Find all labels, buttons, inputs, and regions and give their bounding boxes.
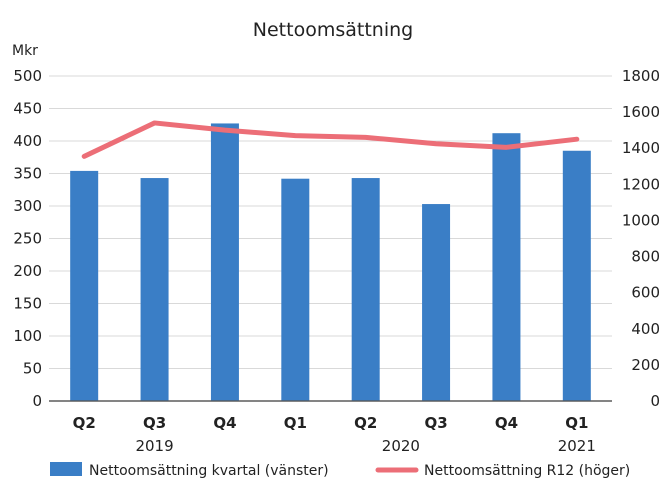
- right-tick-label: 1600: [622, 103, 660, 121]
- year-label: 2020: [382, 437, 420, 455]
- bar: [492, 133, 521, 401]
- left-tick-label: 50: [23, 360, 42, 378]
- left-axis-ticks: 0 50 100 150 200 250 300 350 400 450 500: [13, 67, 42, 410]
- left-tick-label: 0: [32, 392, 42, 410]
- right-tick-label: 1800: [622, 67, 660, 85]
- legend-bar-swatch: [50, 462, 82, 476]
- category-label: Q2: [73, 414, 96, 432]
- category-label: Q4: [495, 414, 518, 432]
- bar: [422, 204, 451, 401]
- category-label: Q1: [284, 414, 307, 432]
- bar: [70, 170, 99, 401]
- bar-series: [49, 123, 612, 402]
- left-tick-label: 300: [13, 197, 42, 215]
- category-label: Q3: [424, 414, 447, 432]
- bar: [281, 178, 310, 401]
- left-tick-label: 400: [13, 132, 42, 150]
- bar: [351, 178, 380, 401]
- right-tick-label: 200: [631, 356, 660, 374]
- gridlines: [49, 75, 612, 402]
- year-label: 2021: [558, 437, 596, 455]
- left-tick-label: 450: [13, 100, 42, 118]
- bar: [562, 150, 591, 401]
- r12-line: [81, 120, 580, 159]
- line-series: [81, 120, 580, 159]
- legend: Nettoomsättning kvartal (vänster) Nettoom…: [50, 462, 630, 478]
- chart-title: Nettoomsättning: [253, 19, 413, 41]
- right-tick-label: 0: [650, 392, 660, 410]
- left-tick-label: 100: [13, 327, 42, 345]
- category-label: Q4: [213, 414, 236, 432]
- right-tick-label: 800: [631, 248, 660, 266]
- left-tick-label: 350: [13, 165, 42, 183]
- category-label: Q2: [354, 414, 377, 432]
- left-tick-label: 500: [13, 67, 42, 85]
- right-tick-label: 400: [631, 320, 660, 338]
- right-tick-label: 1200: [622, 175, 660, 193]
- right-axis-ticks: 0 200 400 600 800 1000 1200 1400 1600 1800: [622, 67, 660, 410]
- bar: [140, 178, 169, 401]
- legend-bar-label: Nettoomsättning kvartal (vänster): [89, 463, 329, 478]
- x-axis-labels: Q2 Q3 Q4 Q1 Q2 Q3 Q4 Q1: [73, 414, 589, 432]
- y-axis-unit-label: Mkr: [12, 43, 38, 59]
- right-tick-label: 1000: [622, 211, 660, 229]
- year-labels: 2019 2020 2021: [135, 437, 595, 455]
- year-label: 2019: [135, 437, 173, 455]
- legend-line-label: Nettoomsättning R12 (höger): [424, 463, 630, 478]
- category-label: Q1: [565, 414, 588, 432]
- left-tick-label: 200: [13, 262, 42, 280]
- bar: [210, 123, 239, 401]
- left-tick-label: 150: [13, 295, 42, 313]
- right-tick-label: 600: [631, 284, 660, 302]
- category-label: Q3: [143, 414, 166, 432]
- left-tick-label: 250: [13, 230, 42, 248]
- right-tick-label: 1400: [622, 139, 660, 157]
